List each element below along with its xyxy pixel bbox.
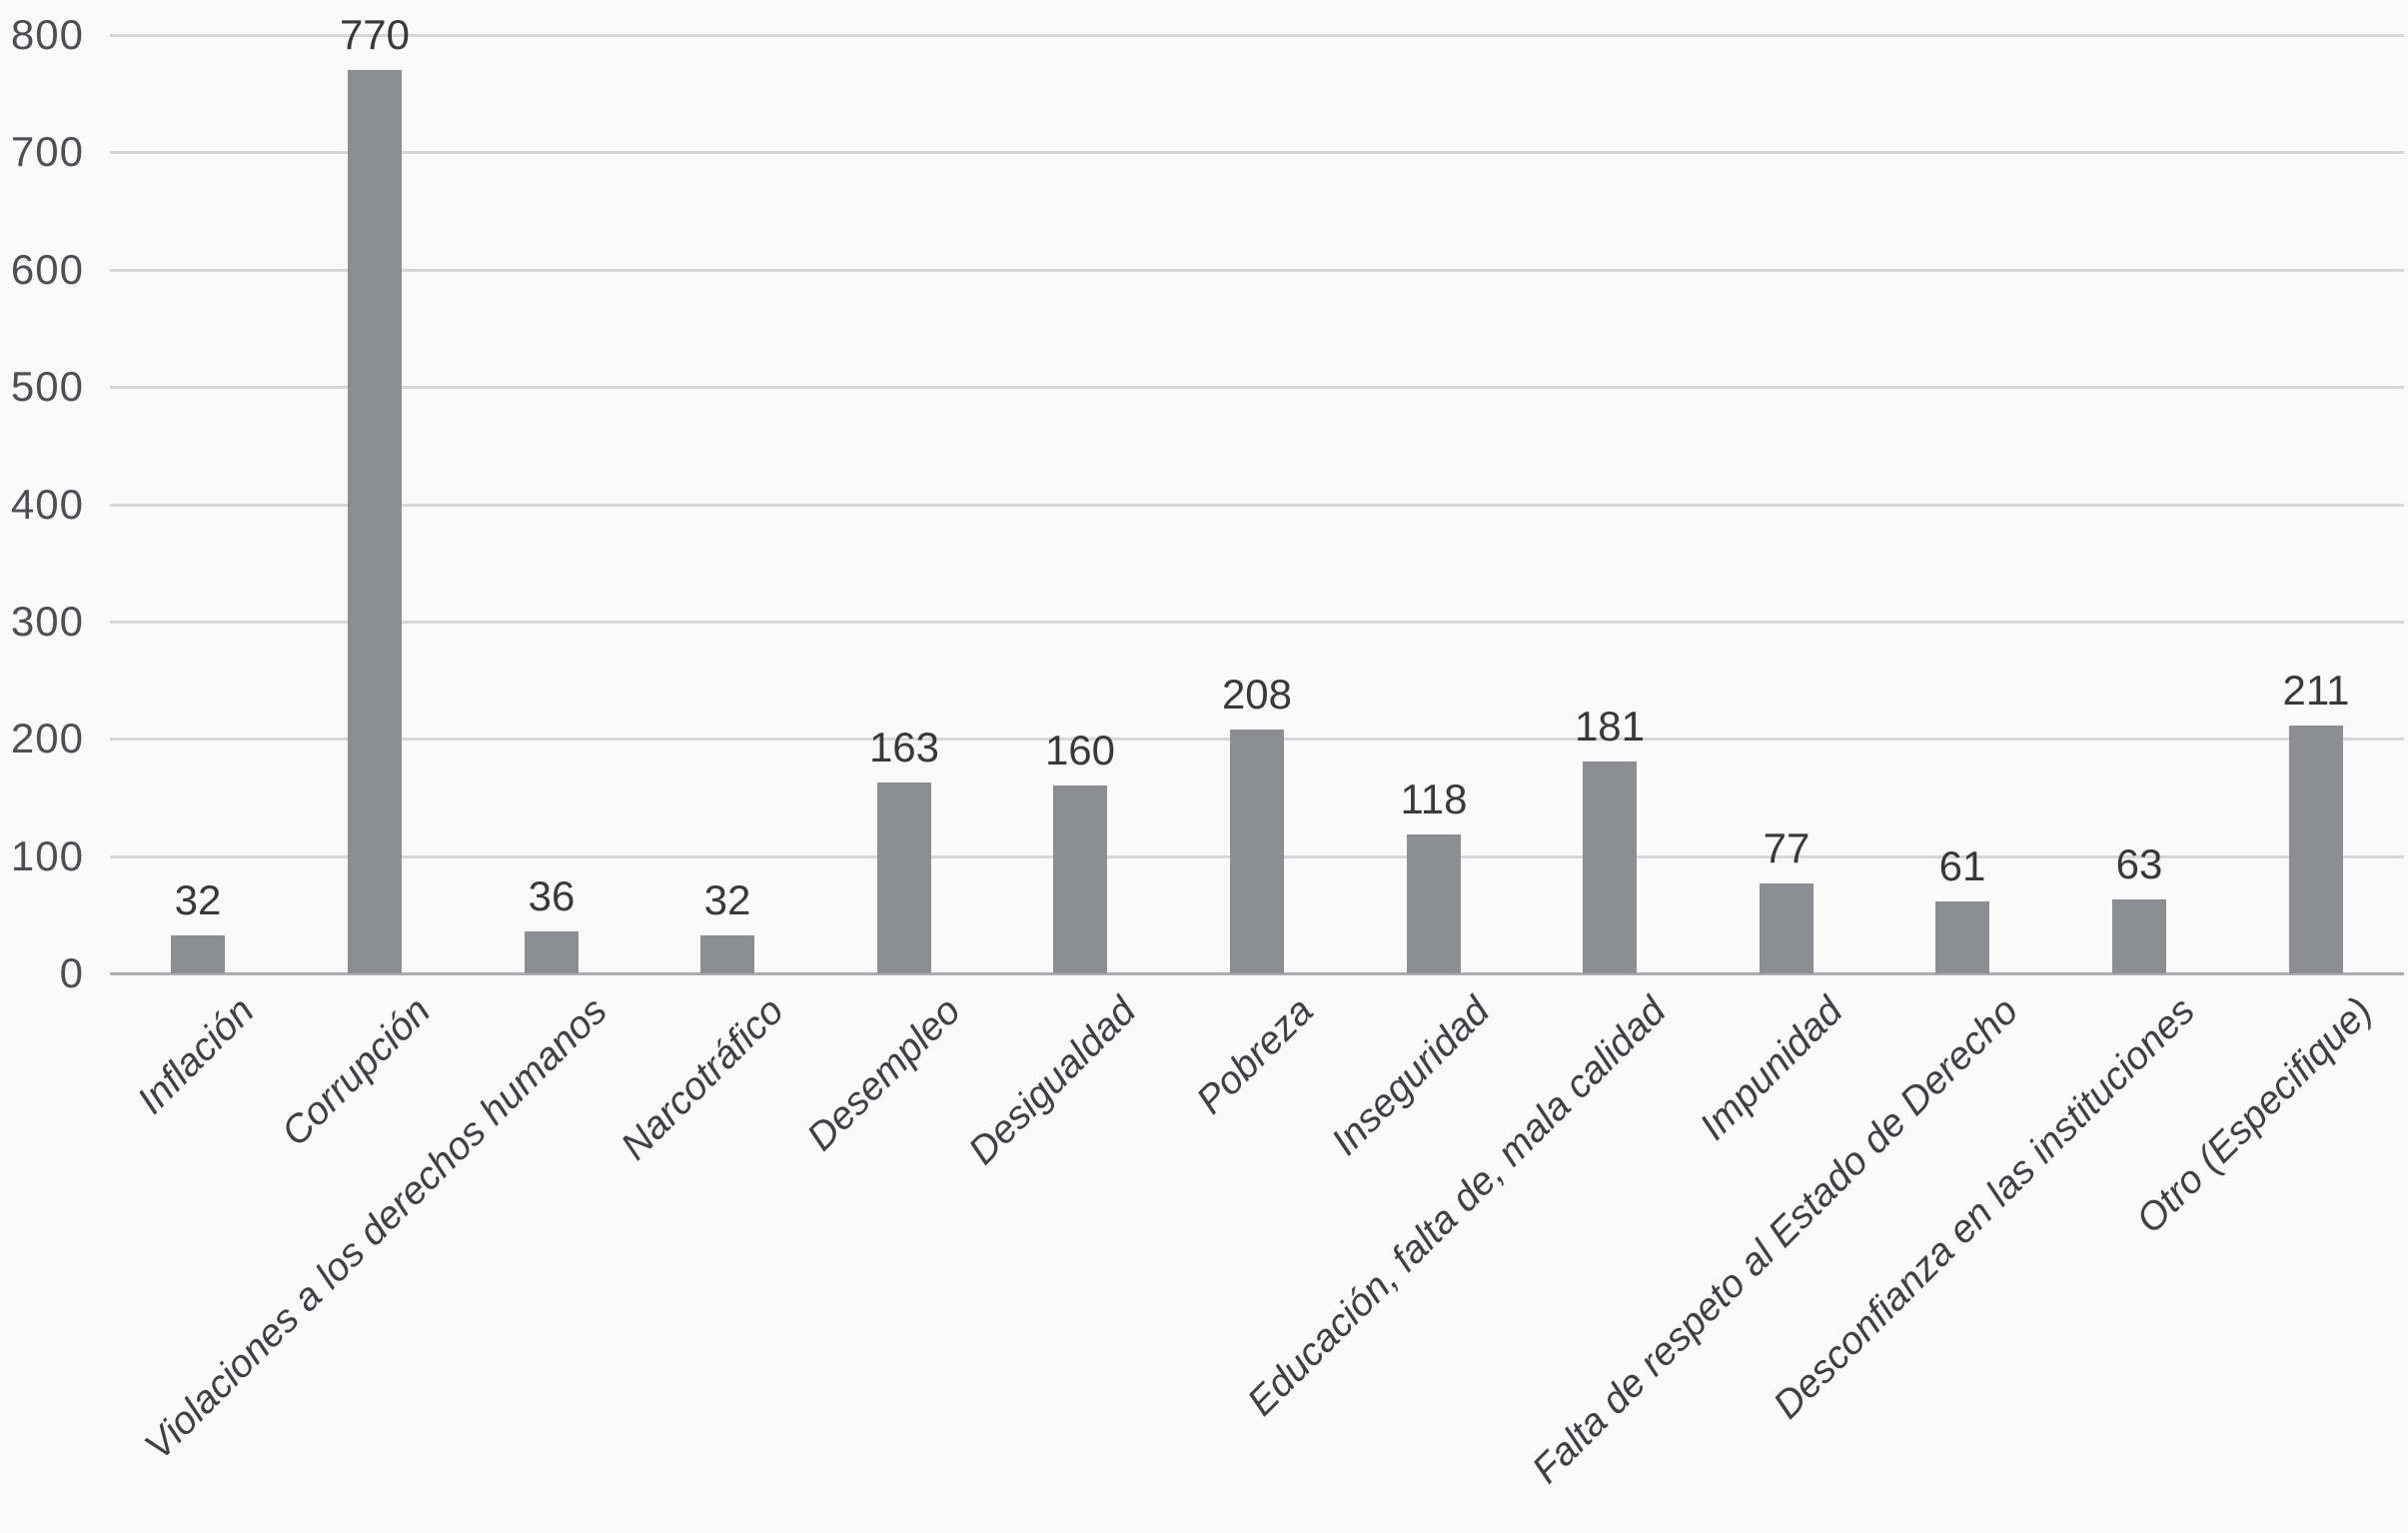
bar	[2112, 899, 2166, 973]
bar-value-label: 32	[703, 876, 751, 923]
bar	[877, 782, 931, 973]
gridline	[110, 503, 2404, 507]
bar	[1407, 834, 1461, 973]
bar-value-label: 160	[1044, 727, 1116, 773]
gridline	[110, 151, 2404, 155]
y-axis-tick-label: 300	[10, 597, 84, 645]
bar-value-label: 211	[2282, 667, 2350, 714]
bar-value-label: 163	[868, 724, 940, 770]
y-axis-tick-label: 500	[10, 363, 84, 411]
bar	[525, 931, 579, 973]
x-axis-category-label: Desigualdad	[960, 989, 1145, 1173]
bar-value-label: 118	[1400, 775, 1468, 822]
bar	[1583, 762, 1637, 973]
x-axis-category-label: Pobreza	[1188, 989, 1322, 1123]
bar	[1230, 730, 1284, 973]
bar-value-label: 77	[1763, 824, 1810, 871]
y-axis-tick-label: 600	[10, 245, 84, 293]
gridline	[110, 268, 2404, 272]
y-axis-tick-label: 100	[10, 831, 84, 879]
bar	[1935, 901, 1989, 973]
gridline	[110, 34, 2404, 37]
y-axis-tick-label: 200	[10, 715, 84, 763]
bar-value-label: 181	[1574, 703, 1646, 750]
y-axis-tick-label: 800	[10, 11, 84, 58]
x-axis-category-label: Desempleo	[798, 989, 969, 1159]
y-axis-tick-label: 700	[10, 128, 84, 176]
bar	[1760, 883, 1813, 973]
gridline	[110, 620, 2404, 624]
bar-value-label: 36	[528, 872, 576, 919]
bar-value-label: 32	[174, 876, 222, 923]
x-axis-category-label: Inflación	[129, 989, 263, 1123]
bar-value-label: 61	[1938, 842, 1986, 889]
bar-value-label: 208	[1221, 671, 1293, 718]
bar	[700, 935, 754, 973]
bar-value-label: 63	[2115, 840, 2163, 887]
gridline	[110, 386, 2404, 390]
x-axis-category-label: Corrupción	[274, 989, 440, 1155]
x-axis-category-label: Impunidad	[1692, 989, 1851, 1149]
bar	[171, 935, 225, 973]
bar	[348, 70, 402, 973]
x-axis-line	[110, 972, 2404, 975]
bar	[1053, 785, 1107, 973]
y-axis-tick-label: 400	[10, 480, 84, 528]
x-axis-category-label: Narcotráfico	[612, 989, 792, 1169]
x-axis-category-label: Inseguridad	[1323, 989, 1499, 1164]
y-axis-tick-label: 0	[59, 949, 84, 996]
bar	[2289, 726, 2343, 973]
bar-value-label: 770	[339, 11, 411, 58]
